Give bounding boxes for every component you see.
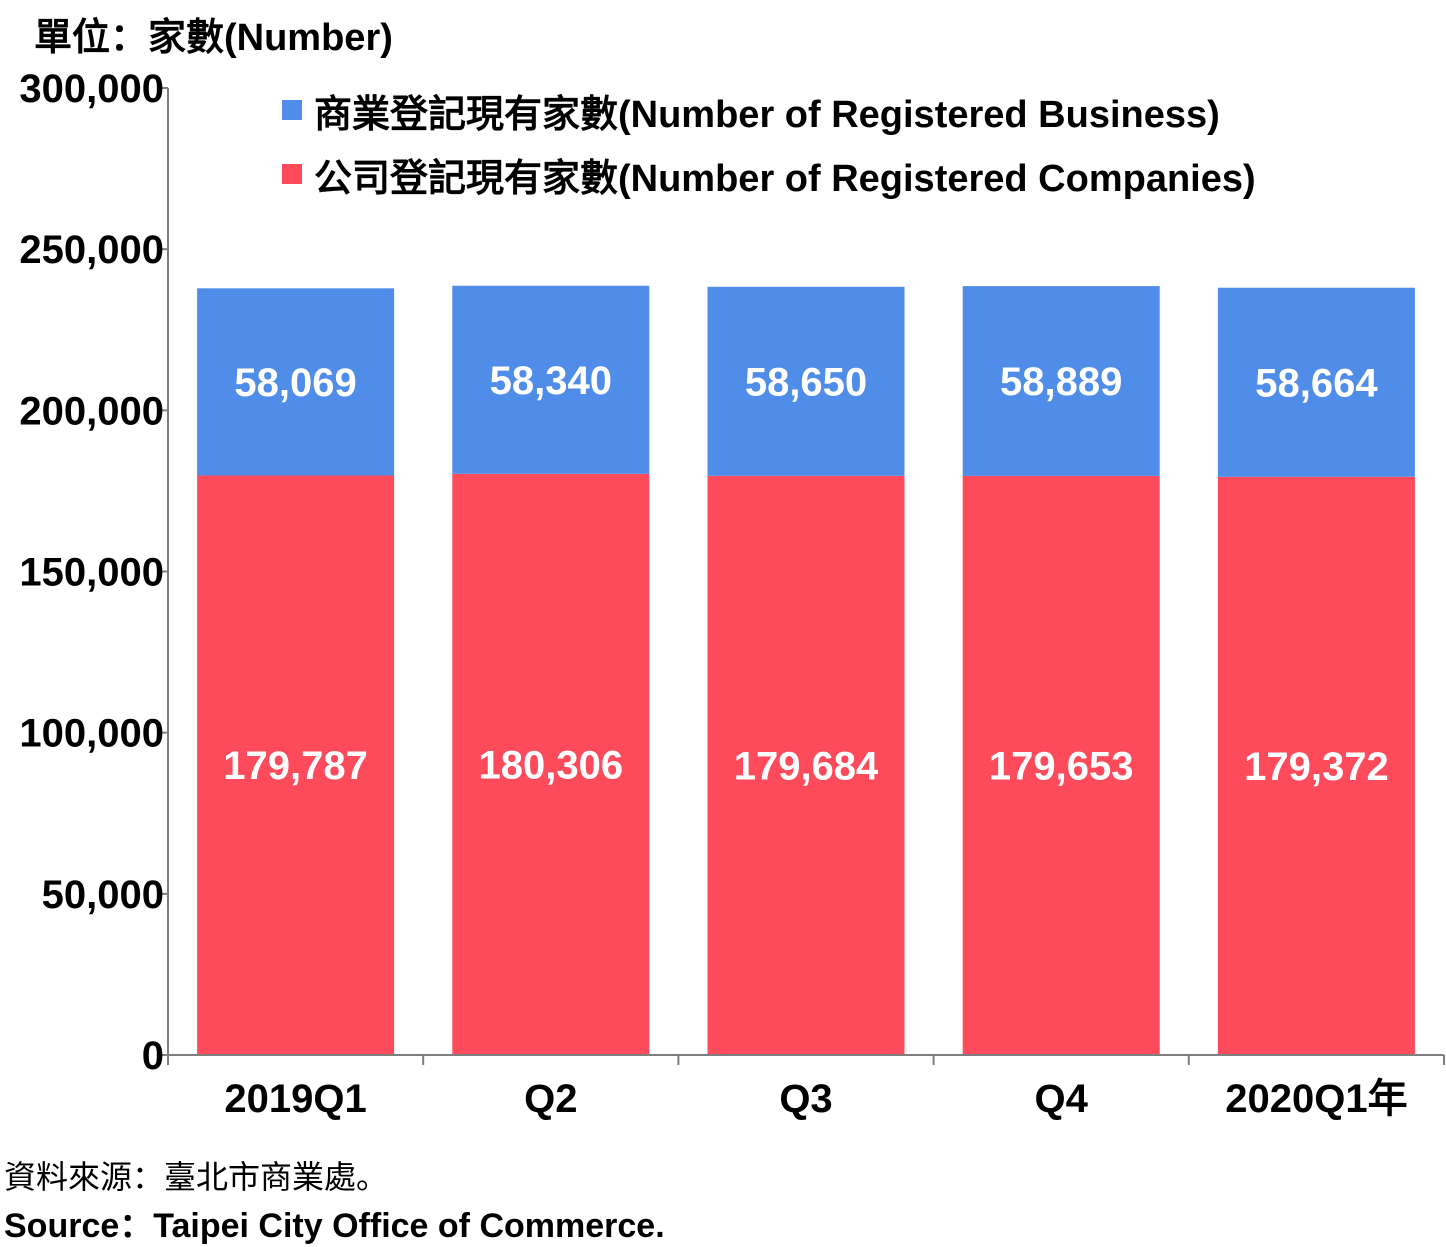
axes-layer [158, 87, 1445, 1065]
bar-business-0 [197, 288, 395, 476]
data-label-companies-1: 180,306 [479, 743, 624, 787]
x-tick-label-3: Q4 [1035, 1077, 1089, 1121]
bar-companies-0 [197, 475, 395, 1055]
x-tick-label-2: Q3 [779, 1077, 832, 1121]
y-tick-label-3: 150,000 [19, 551, 164, 595]
bar-companies-4 [1217, 476, 1415, 1056]
legend-label-business: 商業登記現有家數(Number of Registered Business) [314, 93, 1220, 136]
x-tick-label-0: 2019Q1 [224, 1077, 366, 1121]
legend-item-business: 商業登記現有家數(Number of Registered Business) [282, 78, 1256, 142]
legend-label-companies: 公司登記現有家數(Number of Registered Companies) [314, 157, 1256, 200]
bars-layer [197, 285, 1415, 1056]
data-label-business-1: 58,340 [490, 359, 612, 403]
data-label-business-4: 58,664 [1255, 361, 1378, 405]
data-label-business-0: 58,069 [234, 361, 356, 405]
bar-business-4 [1217, 287, 1415, 477]
data-label-business-2: 58,650 [745, 360, 867, 404]
bar-companies-1 [452, 473, 650, 1055]
source-zh: 資料來源：臺北市商業處。 [4, 1159, 389, 1195]
source-en: Source：Taipei City Office of Commerce. [4, 1207, 665, 1245]
data-label-companies-4: 179,372 [1244, 745, 1389, 789]
bar-business-3 [962, 286, 1160, 476]
bar-companies-2 [707, 475, 905, 1055]
bar-business-2 [707, 286, 905, 476]
y-tick-label-1: 50,000 [42, 873, 164, 917]
data-label-companies-2: 179,684 [734, 744, 879, 788]
y-tick-label-2: 100,000 [19, 712, 164, 756]
data-label-business-3: 58,889 [1000, 360, 1122, 404]
bar-companies-3 [962, 475, 1160, 1056]
legend-swatch-business [282, 100, 302, 120]
y-tick-label-5: 250,000 [19, 228, 164, 272]
x-tick-label-1: Q2 [524, 1077, 577, 1121]
data-label-companies-0: 179,787 [223, 744, 368, 788]
y-tick-label-6: 300,000 [19, 67, 164, 111]
data-label-companies-3: 179,653 [989, 744, 1134, 788]
x-tick-label-4: 2020Q1年 [1225, 1077, 1407, 1121]
unit-label: 單位：家數(Number) [34, 17, 393, 59]
bar-business-1 [452, 285, 650, 474]
legend-item-companies: 公司登記現有家數(Number of Registered Companies) [282, 142, 1256, 206]
legend: 商業登記現有家數(Number of Registered Business) … [282, 78, 1256, 206]
y-tick-label-0: 0 [142, 1034, 164, 1078]
y-tick-label-4: 200,000 [19, 389, 164, 433]
labels-layer: 179,787 58,069 2019Q1 180,306 58,340 Q2 179,68… [19, 67, 1407, 1121]
legend-swatch-companies [282, 164, 302, 184]
